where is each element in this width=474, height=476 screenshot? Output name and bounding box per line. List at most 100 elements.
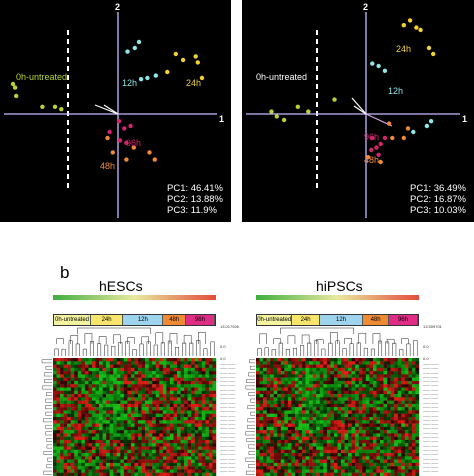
- data-point: [386, 121, 392, 126]
- group-label: 96h: [364, 132, 379, 142]
- sample-group-12h: 12h: [319, 315, 364, 325]
- data-point: [40, 104, 45, 110]
- data-point: [195, 60, 200, 65]
- heatmap-svg: [245, 327, 420, 476]
- data-point: [426, 45, 432, 51]
- scale-value-label: 13.599701: [423, 324, 442, 329]
- data-point: [378, 159, 383, 165]
- data-point: [116, 119, 122, 124]
- heatmap-cells: [53, 358, 217, 476]
- data-point: [407, 18, 413, 23]
- heatmap-title-hipscs: hiPSCs: [316, 278, 363, 294]
- column-dendrogram: [257, 327, 418, 356]
- data-point: [390, 135, 395, 141]
- data-point: [10, 81, 16, 87]
- data-point: [376, 152, 381, 157]
- data-point: [376, 63, 381, 69]
- sample-group-96h: 96h: [388, 315, 418, 325]
- variance-pc1: PC1: 46.41%: [167, 183, 223, 194]
- data-point: [365, 155, 371, 160]
- group-label: 48h: [364, 155, 379, 165]
- heatmap-cells: [256, 358, 420, 476]
- sample-group-24h: 24h: [292, 315, 320, 325]
- data-point: [370, 61, 375, 66]
- sample-group-12h: 12h: [123, 315, 164, 325]
- group-label: 24h: [396, 44, 411, 54]
- data-point: [180, 57, 186, 63]
- data-point: [132, 45, 137, 51]
- data-point: [411, 129, 416, 135]
- data-point: [14, 93, 19, 99]
- group-label: 12h: [122, 78, 137, 88]
- gene-labels: —— —— —— —— —— —— —— —— —— —— —— —— —— —— —— ——…: [220, 362, 236, 472]
- data-point: [274, 114, 279, 119]
- scale-value-label: 13.017926: [220, 324, 239, 329]
- heatmap-title-hescs: hESCs: [99, 278, 143, 294]
- data-point: [128, 123, 133, 129]
- pca-plot-svg: 1 2 0h-untreated 12h 24h 96h 48h: [4, 2, 224, 218]
- y-axis-label: 2: [363, 2, 368, 12]
- variance-pc2: PC2: 16.87%: [410, 194, 466, 205]
- sample-group-bar: 0h-untreated 24h 12h 48h 96h: [256, 314, 419, 326]
- variance-text: PC1: 46.41% PC2: 13.88% PC3: 11.9%: [167, 183, 223, 216]
- sample-group-48h: 48h: [363, 315, 389, 325]
- data-point: [269, 109, 274, 114]
- data-point: [124, 157, 129, 162]
- scale-value-label: 0.0: [220, 356, 226, 361]
- sample-group-bar: 0h-untreated 24h 12h 48h 96h: [53, 314, 216, 326]
- data-point: [138, 77, 144, 82]
- sample-group-96h: 96h: [185, 315, 215, 325]
- group-label: 12h: [388, 86, 403, 96]
- x-axis-label: 1: [462, 114, 467, 124]
- x-axis-label: 1: [219, 114, 224, 124]
- variance-pc1: PC1: 36.49%: [410, 183, 466, 194]
- sample-group-48h: 48h: [163, 315, 186, 325]
- column-dendrogram: [54, 327, 215, 356]
- group-label: 0h-untreated: [256, 72, 307, 82]
- data-point: [424, 123, 430, 129]
- pca-plot-hipscs: 1 2 0h-untreated 24h 12h 96h 48h PC1: 36.49% P…: [242, 0, 474, 222]
- color-scale-bar: [53, 295, 216, 300]
- data-point: [152, 157, 157, 162]
- loading-arrow: [353, 105, 367, 115]
- data-point: [124, 140, 129, 145]
- data-point: [153, 73, 158, 78]
- data-point: [306, 109, 311, 114]
- group-label: 48h: [100, 161, 115, 171]
- loading-arrow: [351, 97, 367, 115]
- data-point: [147, 150, 152, 155]
- data-point: [374, 145, 379, 150]
- variance-pc3: PC3: 10.03%: [410, 205, 466, 216]
- group-label: 0h-untreated: [16, 72, 67, 82]
- data-point: [370, 135, 375, 141]
- data-point: [110, 150, 116, 155]
- data-point: [378, 141, 383, 147]
- data-point: [431, 51, 436, 57]
- data-point: [105, 135, 110, 141]
- sample-group-0h-untreated: 0h-untreated: [54, 315, 92, 325]
- sample-group-0h-untreated: 0h-untreated: [257, 315, 293, 325]
- heatmap-svg: [41, 327, 217, 476]
- loading-arrow: [103, 104, 119, 115]
- pca-plot-svg: 1 2 0h-untreated 24h 12h 96h 48h: [246, 2, 467, 218]
- data-point: [281, 117, 287, 123]
- data-point: [145, 75, 150, 81]
- group-label: 24h: [186, 78, 201, 88]
- data-point: [125, 49, 130, 54]
- data-point: [131, 145, 136, 150]
- data-point: [165, 69, 170, 75]
- pca-plot-hescs: 1 2 0h-untreated 12h 24h 96h 48h PC1: 46.41% P…: [0, 0, 231, 222]
- color-scale-bar: [256, 295, 419, 300]
- sample-group-24h: 24h: [91, 315, 124, 325]
- data-point: [136, 39, 142, 45]
- data-point: [401, 23, 406, 28]
- data-point: [122, 126, 127, 131]
- loading-arrow: [94, 104, 119, 115]
- scale-value-label: 0.0: [220, 344, 226, 349]
- variance-pc3: PC3: 11.9%: [167, 205, 218, 216]
- data-point: [414, 25, 419, 30]
- data-point: [382, 68, 388, 74]
- data-point: [332, 97, 337, 102]
- gene-labels: —— —— —— —— —— —— —— —— —— —— —— —— —— —— —— ——…: [423, 362, 439, 472]
- scale-value-label: 0.0: [423, 356, 429, 361]
